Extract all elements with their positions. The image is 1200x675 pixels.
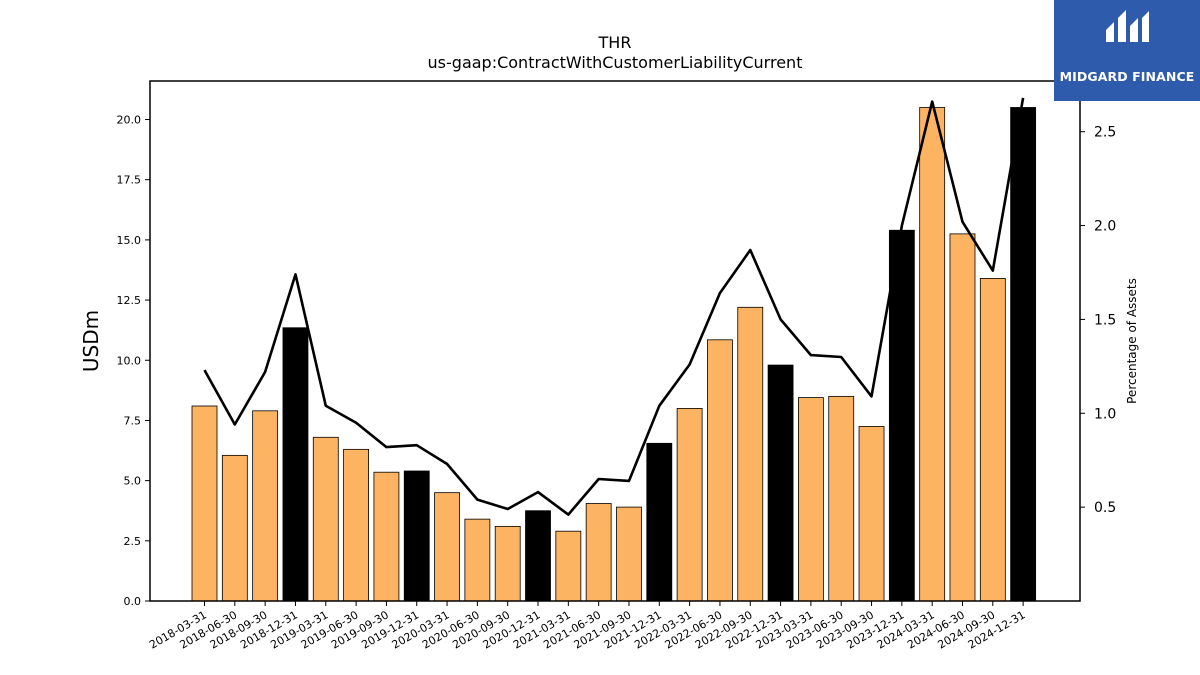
- bars-group: [191, 107, 1037, 602]
- midgard-finance-logo: MIDGARD FINANCE: [1054, 0, 1200, 101]
- logo-text: MIDGARD FINANCE: [1059, 69, 1195, 84]
- y-tick-label: 2.5: [124, 535, 142, 548]
- plot-frame: [149, 80, 1081, 602]
- bar-2019-03-31: [312, 436, 339, 602]
- bar-2024-06-30: [949, 233, 976, 602]
- bar-2019-09-30: [373, 471, 400, 602]
- bar-2020-06-30: [464, 518, 491, 602]
- chart-subtitle: us-gaap:ContractWithCustomerLiabilityCur…: [428, 53, 803, 72]
- bar-2020-12-31: [525, 510, 551, 602]
- y-tick-label: 7.5: [124, 414, 142, 427]
- percentage-line: [203, 97, 1025, 516]
- y-tick-label: 10.0: [117, 354, 142, 367]
- bar-2023-12-31: [888, 229, 915, 602]
- bar-2018-03-31: [191, 405, 218, 602]
- bar-2020-03-31: [434, 492, 460, 602]
- bar-2022-09-30: [737, 306, 764, 602]
- line-group: [203, 97, 1025, 516]
- y-tick-label: 5.0: [124, 475, 142, 488]
- y-tick-label: 0.0: [124, 595, 142, 608]
- midgard-logo-icon: [1106, 10, 1149, 42]
- chart-title: THR: [598, 33, 632, 52]
- bar-2019-06-30: [343, 448, 370, 602]
- y2-tick-label: 2.5: [1094, 125, 1116, 141]
- bar-2024-12-31: [1010, 107, 1037, 602]
- y2-tick-label: 2.0: [1094, 219, 1116, 235]
- y2-tick-label: 1.0: [1094, 406, 1116, 422]
- bar-2023-03-31: [798, 397, 824, 602]
- y-tick-label: 20.0: [117, 114, 142, 127]
- bar-2022-06-30: [707, 339, 733, 602]
- y-tick-label: 12.5: [117, 294, 142, 307]
- bar-2021-09-30: [616, 506, 642, 602]
- bar-2021-12-31: [646, 442, 673, 602]
- bar-2021-03-31: [555, 530, 582, 602]
- bar-2022-12-31: [767, 364, 794, 602]
- bar-2023-09-30: [858, 426, 885, 602]
- y2-tick-label: 0.5: [1094, 500, 1116, 516]
- bar-2020-09-30: [494, 525, 521, 602]
- y-tick-label: 15.0: [117, 234, 142, 247]
- bar-2023-06-30: [828, 395, 855, 602]
- bar-2018-09-30: [252, 410, 279, 602]
- bar-2018-12-31: [282, 327, 309, 602]
- bar-2018-06-30: [221, 454, 248, 602]
- bar-2024-03-31: [919, 107, 946, 602]
- y2-axis-label: Percentage of Assets: [1125, 278, 1139, 404]
- y-tick-label: 17.5: [117, 174, 142, 187]
- y2-tick-label: 1.5: [1094, 312, 1116, 328]
- bar-2022-03-31: [676, 408, 703, 602]
- y-axis-label: USDm: [79, 310, 103, 372]
- bar-2019-12-31: [403, 470, 430, 602]
- bar-2024-09-30: [979, 278, 1006, 602]
- bar-2021-06-30: [585, 503, 612, 602]
